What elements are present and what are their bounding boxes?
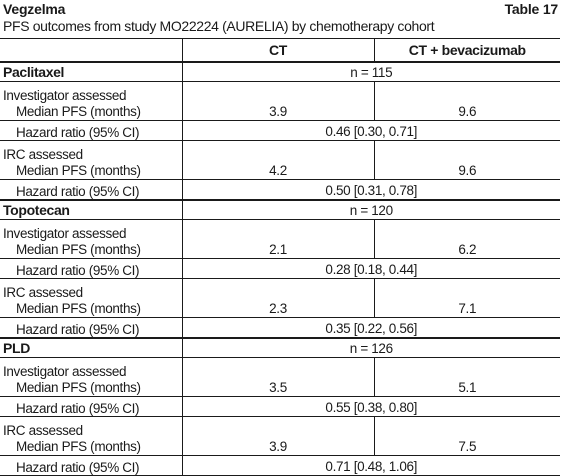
table-row: IRC assessed Median PFS (months) 2.3 7.1	[0, 278, 560, 318]
table-row: Hazard ratio (95% CI) 0.28 [0.18, 0.44]	[0, 258, 560, 279]
cohort-name: PLD	[0, 337, 183, 358]
cohort-row-paclitaxel: Paclitaxel n = 115	[0, 61, 560, 82]
row-label: IRC assessed Median PFS (months)	[0, 416, 183, 456]
hazard-ratio-value: 0.50 [0.31, 0.78]	[181, 179, 560, 201]
hazard-ratio-value: 0.55 [0.38, 0.80]	[181, 396, 560, 417]
title-bar: Vegzelma Table 17	[3, 1, 558, 18]
table-row: Hazard ratio (95% CI) 0.35 [0.22, 0.56]	[0, 317, 560, 339]
column-header-ct: CT	[181, 38, 375, 63]
table-row: Hazard ratio (95% CI) 0.71 [0.48, 1.06]	[0, 455, 560, 476]
median-pfs-label: Median PFS (months)	[16, 439, 141, 454]
hazard-ratio-value: 0.46 [0.30, 0.71]	[181, 120, 560, 141]
hazard-ratio-label: Hazard ratio (95% CI)	[0, 258, 183, 279]
ct-bev-value: 5.1	[373, 357, 560, 397]
ct-bev-value: 9.6	[373, 81, 560, 121]
table-row: IRC assessed Median PFS (months) 4.2 9.6	[0, 140, 560, 180]
median-pfs-label: Median PFS (months)	[16, 301, 141, 316]
row-label: Investigator assessed Median PFS (months…	[0, 81, 183, 121]
assessor-label: Investigator assessed	[3, 226, 127, 241]
cohort-name: Topotecan	[0, 199, 183, 220]
table-row: Investigator assessed Median PFS (months…	[0, 357, 560, 397]
cohort-name: Paclitaxel	[0, 61, 183, 82]
row-label: Investigator assessed Median PFS (months…	[0, 219, 183, 259]
ct-bev-value: 6.2	[373, 219, 560, 259]
median-pfs-label: Median PFS (months)	[16, 380, 141, 395]
hazard-ratio-label: Hazard ratio (95% CI)	[0, 396, 183, 417]
table-header-row: CT CT + bevacizumab	[0, 38, 560, 63]
table-row: Hazard ratio (95% CI) 0.55 [0.38, 0.80]	[0, 396, 560, 417]
cohort-row-topotecan: Topotecan n = 120	[0, 199, 560, 220]
ct-value: 3.9	[181, 416, 375, 456]
assessor-label: IRC assessed	[3, 423, 83, 438]
pfs-outcomes-table: CT CT + bevacizumab Paclitaxel n = 115 I…	[0, 38, 560, 476]
ct-value: 2.1	[181, 219, 375, 259]
table-row: Hazard ratio (95% CI) 0.50 [0.31, 0.78]	[0, 179, 560, 201]
ct-value: 3.9	[181, 81, 375, 121]
table-row: IRC assessed Median PFS (months) 3.9 7.5	[0, 416, 560, 456]
row-label: IRC assessed Median PFS (months)	[0, 140, 183, 180]
hazard-ratio-value: 0.28 [0.18, 0.44]	[181, 258, 560, 279]
table-number: Table 17	[504, 1, 559, 17]
column-header-ct-bevacizumab: CT + bevacizumab	[373, 38, 560, 63]
hazard-ratio-label: Hazard ratio (95% CI)	[0, 179, 183, 201]
hazard-ratio-label: Hazard ratio (95% CI)	[0, 317, 183, 339]
hazard-ratio-label: Hazard ratio (95% CI)	[0, 120, 183, 141]
assessor-label: IRC assessed	[3, 147, 83, 162]
cohort-n: n = 126	[181, 337, 560, 358]
row-label: Investigator assessed Median PFS (months…	[0, 357, 183, 397]
ct-bev-value: 9.6	[373, 140, 560, 180]
row-label: IRC assessed Median PFS (months)	[0, 278, 183, 318]
header-blank-cell	[0, 38, 183, 63]
table-row: Investigator assessed Median PFS (months…	[0, 219, 560, 259]
assessor-label: Investigator assessed	[3, 364, 127, 379]
cohort-row-pld: PLD n = 126	[0, 337, 560, 358]
table-row: Investigator assessed Median PFS (months…	[0, 81, 560, 121]
cohort-n: n = 115	[181, 61, 560, 82]
ct-value: 3.5	[181, 357, 375, 397]
median-pfs-label: Median PFS (months)	[16, 242, 141, 257]
ct-bev-value: 7.5	[373, 416, 560, 456]
ct-bev-value: 7.1	[373, 278, 560, 318]
hazard-ratio-value: 0.35 [0.22, 0.56]	[181, 317, 560, 339]
median-pfs-label: Median PFS (months)	[16, 163, 141, 178]
table-caption: PFS outcomes from study MO22224 (AURELIA…	[3, 18, 435, 34]
cohort-n: n = 120	[181, 199, 560, 220]
assessor-label: Investigator assessed	[3, 88, 127, 103]
ct-value: 4.2	[181, 140, 375, 180]
median-pfs-label: Median PFS (months)	[16, 104, 141, 119]
table-row: Hazard ratio (95% CI) 0.46 [0.30, 0.71]	[0, 120, 560, 141]
assessor-label: IRC assessed	[3, 285, 83, 300]
document-title: Vegzelma	[3, 1, 66, 17]
ct-value: 2.3	[181, 278, 375, 318]
